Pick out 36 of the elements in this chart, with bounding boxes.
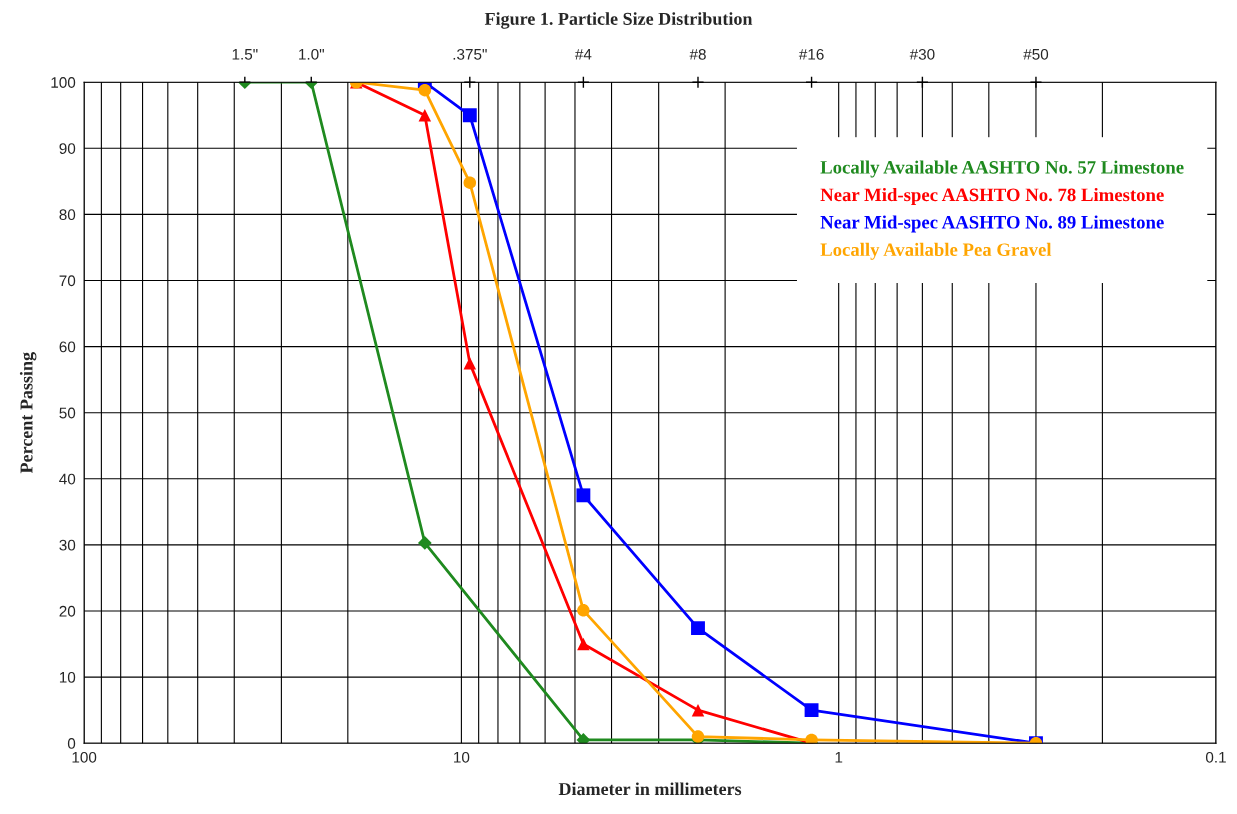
y-tick-label: 50	[59, 407, 76, 419]
y-axis-title: Percent Passing	[19, 352, 37, 474]
annotation: .375"	[453, 48, 487, 60]
annotation: 1.5"	[232, 49, 258, 60]
y-tick-label: 0	[67, 738, 76, 749]
y-tick-label: 30	[59, 539, 76, 551]
y-tick-label: 40	[59, 473, 76, 485]
chart-title: Figure 1. Particle Size Distribution	[484, 12, 753, 29]
annotation: 1.0"	[299, 48, 324, 60]
text: Near Mid-spec AASHTO No. 89 Limestone	[820, 215, 1164, 233]
point	[577, 604, 590, 617]
point	[463, 176, 477, 189]
annotation: #16	[798, 48, 824, 60]
y-tick-label: 70	[59, 275, 76, 287]
text: Locally Available Pea Gravel	[820, 242, 1052, 260]
annotation: #4	[574, 49, 592, 60]
y-tick-label: 60	[59, 341, 76, 353]
text: Near Mid-spec AASHTO No. 78 Limestone	[820, 187, 1164, 205]
x-tick-label: 0.1	[1205, 751, 1226, 763]
y-tick-label: 80	[59, 209, 76, 221]
annotation: #30	[909, 48, 935, 60]
point	[576, 733, 591, 744]
x-axis-title: Diameter in millimeters	[558, 782, 742, 796]
y-tick-label: 10	[59, 671, 76, 683]
point	[691, 703, 705, 717]
y-tick-label: 20	[59, 605, 76, 617]
annotation: #8	[689, 48, 706, 60]
x-tick-label: 1	[835, 752, 843, 763]
point	[577, 637, 590, 651]
y-tick-label: 90	[59, 143, 76, 154]
x-tick-label: 100	[72, 751, 97, 763]
point	[463, 356, 477, 370]
y-tick-label: 100	[51, 77, 76, 88]
x-tick-label: 10	[454, 751, 470, 763]
annotation: #50	[1023, 48, 1049, 60]
text: Locally Available AASHTO No. 57 Limestone	[820, 160, 1184, 178]
